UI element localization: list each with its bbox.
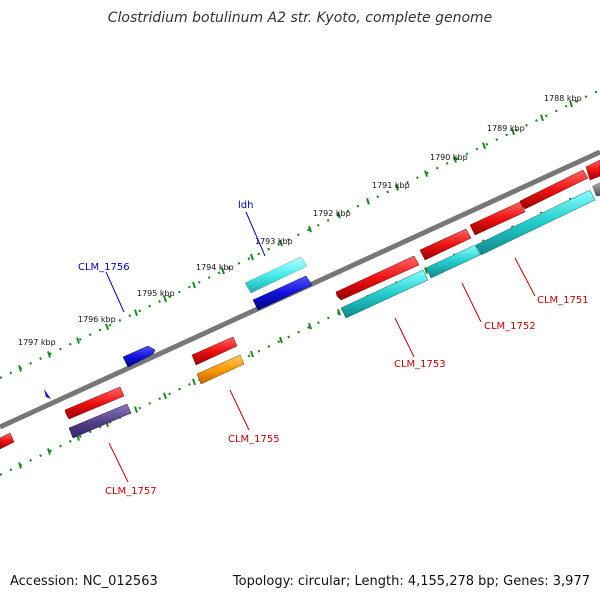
kbp-labels: 1788 kbp 1789 kbp 1790 kbp 1791 kbp 1792… bbox=[18, 94, 582, 347]
tick-mark bbox=[279, 336, 283, 344]
feature-cyan-1752[interactable] bbox=[425, 244, 481, 279]
leader-clm1756 bbox=[105, 271, 125, 313]
tick-mark bbox=[337, 308, 341, 316]
feature-ldh-cyan[interactable] bbox=[244, 256, 308, 294]
tick-mark bbox=[424, 170, 428, 177]
tick-label: 1793 kbp bbox=[255, 237, 293, 246]
tick-mark bbox=[540, 114, 544, 122]
feature-small-blue-arrow[interactable] bbox=[44, 389, 51, 399]
leader-ldh bbox=[245, 211, 266, 257]
feature-purple-1757[interactable] bbox=[68, 403, 132, 439]
feature-ldh-blue[interactable] bbox=[252, 275, 313, 311]
gene-label-clm1757[interactable]: CLM_1757 bbox=[105, 486, 157, 497]
tick-label: 1788 kbp bbox=[544, 94, 582, 103]
tick-mark bbox=[569, 100, 573, 108]
feature-cyan-1753[interactable] bbox=[340, 269, 429, 319]
tick-mark bbox=[163, 295, 167, 303]
tick-mark bbox=[192, 281, 196, 289]
leader-clm1755 bbox=[229, 389, 250, 431]
tick-mark bbox=[511, 128, 515, 136]
tick-mark bbox=[424, 267, 428, 274]
tick-mark bbox=[308, 225, 312, 233]
tick-mark bbox=[18, 462, 22, 469]
tick-mark bbox=[192, 378, 196, 386]
tick-mark bbox=[308, 322, 312, 330]
tick-label: 1790 kbp bbox=[430, 153, 468, 162]
leader-clm1757 bbox=[108, 442, 129, 483]
leader-clm1751 bbox=[514, 257, 536, 297]
tick-label: 1791 kbp bbox=[372, 181, 410, 190]
cds-extra-right[interactable] bbox=[585, 159, 600, 181]
cds-clm1753[interactable] bbox=[419, 228, 472, 261]
accession-text: Accession: NC_012563 bbox=[10, 574, 158, 589]
tick-mark bbox=[395, 184, 399, 191]
tick-mark bbox=[279, 239, 283, 247]
tick-label: 1796 kbp bbox=[78, 315, 116, 324]
feature-clm1756-blue[interactable] bbox=[122, 345, 156, 368]
tick-mark bbox=[337, 211, 341, 219]
leader-clm1752 bbox=[461, 282, 482, 323]
tick-mark bbox=[134, 406, 138, 414]
tick-mark bbox=[453, 156, 457, 163]
genome-summary-text: Topology: circular; Length: 4,155,278 bp… bbox=[232, 574, 590, 589]
tick-mark bbox=[482, 142, 486, 149]
tick-label: 1797 kbp bbox=[18, 338, 56, 347]
tick-mark bbox=[366, 198, 370, 205]
gene-label-clm1751[interactable]: CLM_1751 bbox=[537, 295, 589, 306]
tick-mark bbox=[163, 392, 167, 400]
tick-mark bbox=[47, 351, 51, 358]
feature-orange-1755[interactable] bbox=[196, 354, 245, 385]
tick-mark bbox=[105, 323, 109, 330]
tick-mark bbox=[250, 350, 254, 358]
cds-clm1755[interactable] bbox=[191, 336, 238, 366]
tick-mark bbox=[47, 448, 51, 455]
gene-label-clm1753[interactable]: CLM_1753 bbox=[394, 359, 446, 370]
cds-clm1752[interactable] bbox=[469, 201, 526, 236]
tick-label: 1792 kbp bbox=[313, 209, 351, 218]
tick-mark bbox=[221, 267, 225, 275]
leader-clm1753 bbox=[394, 317, 415, 358]
feature-grey-right bbox=[592, 182, 600, 196]
tick-mark bbox=[134, 309, 138, 317]
inner-tick-ring bbox=[0, 187, 600, 476]
gene-label-ldh[interactable]: ldh bbox=[238, 200, 253, 211]
outer-tick-ring bbox=[0, 89, 600, 379]
tick-label: 1789 kbp bbox=[487, 124, 525, 133]
tick-label: 1794 kbp bbox=[196, 263, 234, 272]
gene-label-clm1756[interactable]: CLM_1756 bbox=[78, 262, 130, 273]
cds-clm1753b[interactable] bbox=[335, 255, 420, 301]
gene-label-clm1752[interactable]: CLM_1752 bbox=[484, 321, 536, 332]
feature-cyan-1751[interactable] bbox=[475, 189, 596, 256]
map-title: Clostridium botulinum A2 str. Kyoto, com… bbox=[107, 10, 493, 26]
cds-clm1757[interactable] bbox=[64, 386, 125, 420]
tick-mark bbox=[18, 365, 22, 372]
tick-mark bbox=[76, 337, 80, 344]
cds-left-edge[interactable] bbox=[0, 432, 15, 450]
tick-label: 1795 kbp bbox=[137, 289, 175, 298]
gene-label-clm1755[interactable]: CLM_1755 bbox=[228, 434, 280, 445]
tick-mark bbox=[250, 253, 254, 261]
